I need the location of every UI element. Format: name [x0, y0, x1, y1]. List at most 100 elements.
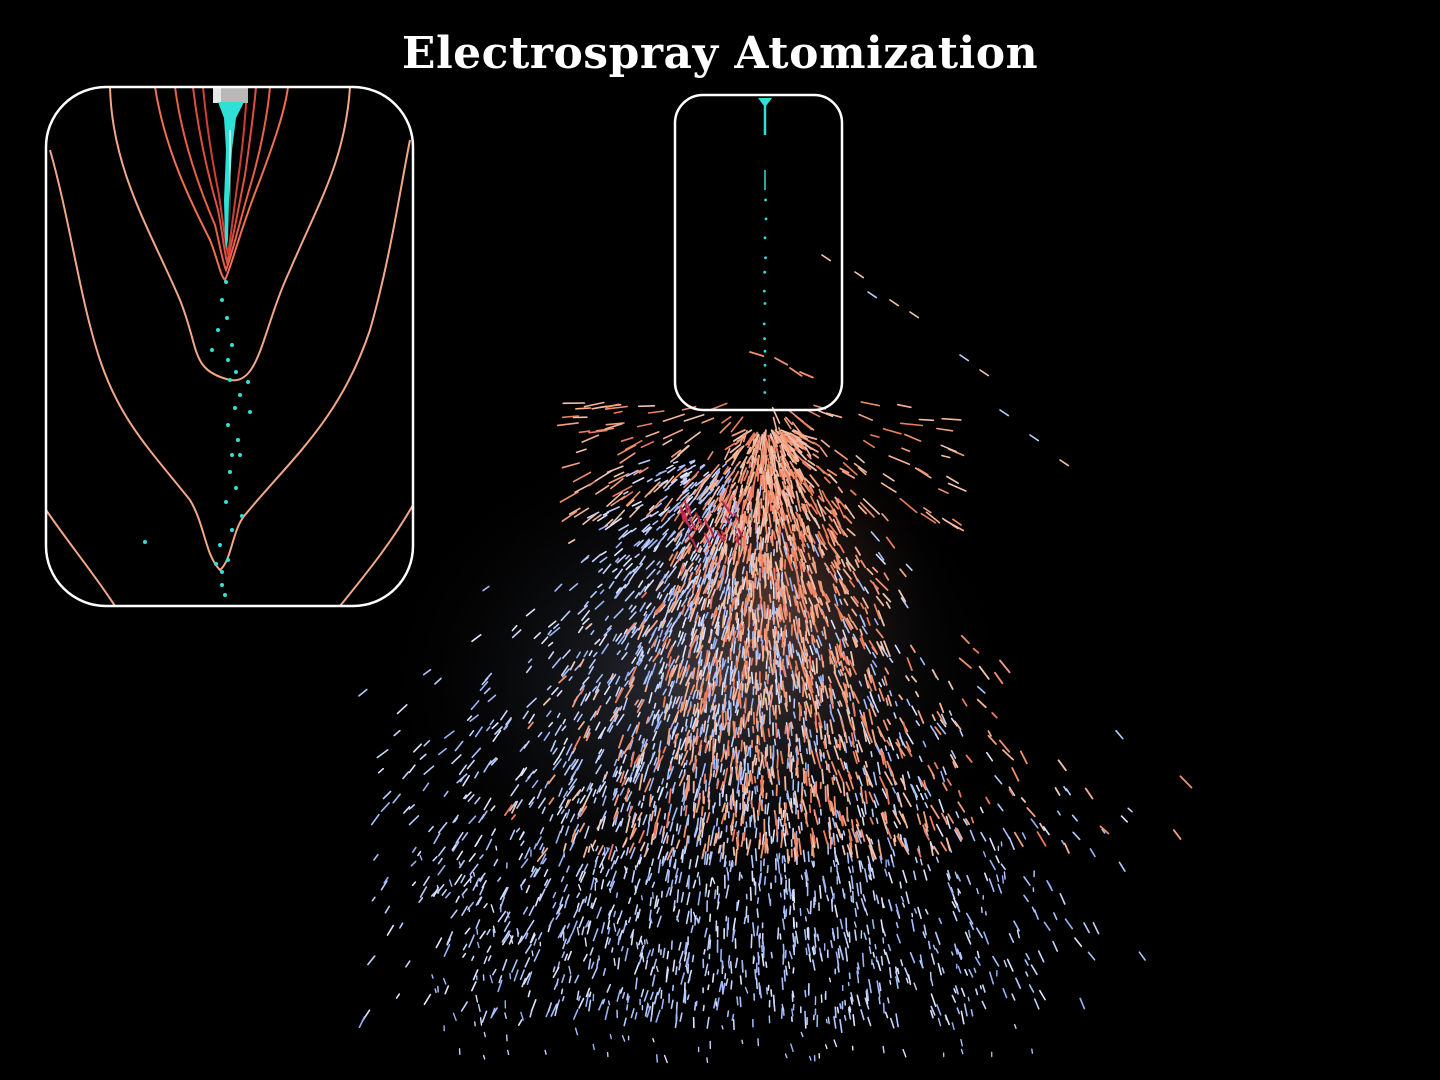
droplet-streak: [687, 835, 690, 844]
droplet-streak: [702, 491, 711, 502]
droplet-streak: [694, 914, 697, 926]
droplet-streak: [679, 472, 688, 478]
droplet-streak: [707, 501, 714, 508]
droplet-streak: [656, 569, 661, 575]
droplet-streak: [843, 616, 852, 631]
droplet-streak: [713, 638, 718, 650]
droplet-streak: [875, 628, 884, 639]
droplet-streak: [715, 657, 718, 667]
droplet-streak: [924, 908, 929, 915]
droplet-streak: [644, 530, 650, 536]
droplet-streak: [592, 868, 596, 876]
droplet-streak: [923, 507, 932, 514]
droplet-streak: [812, 453, 820, 459]
droplet-streak: [785, 629, 788, 638]
droplet-streak: [469, 714, 479, 723]
droplet-streak: [596, 906, 602, 919]
droplet-streak: [748, 471, 755, 487]
droplet-streak: [638, 853, 642, 862]
droplet-streak: [738, 513, 744, 529]
droplet-streak: [845, 557, 851, 566]
droplet-streak: [638, 466, 649, 474]
droplet-streak: [817, 699, 821, 707]
droplet-streak: [617, 935, 621, 946]
droplet-streak: [884, 811, 888, 824]
droplet-streak: [518, 852, 524, 861]
droplet-streak: [797, 781, 800, 793]
droplet-streak: [688, 572, 693, 584]
droplet-streak: [899, 568, 907, 578]
droplet-streak: [568, 778, 574, 786]
droplet-streak: [659, 629, 664, 638]
droplet-streak: [1011, 993, 1016, 1001]
droplet-streak: [712, 802, 716, 809]
inset-droplet: [246, 380, 250, 384]
droplet-streak: [664, 622, 673, 635]
droplet-streak: [761, 645, 765, 662]
droplet-streak: [1118, 861, 1126, 872]
droplet-streak: [636, 658, 642, 666]
droplet-streak: [869, 817, 874, 825]
droplet-streak: [646, 647, 651, 655]
droplet-streak: [826, 749, 831, 760]
droplet-streak: [819, 446, 828, 458]
droplet-streak: [758, 462, 763, 474]
droplet-streak: [519, 931, 528, 943]
droplet-streak: [899, 422, 924, 427]
droplet-streak: [667, 466, 676, 474]
droplet-streak: [866, 730, 873, 743]
droplet-streak: [644, 959, 649, 970]
droplet-streak: [590, 961, 595, 969]
droplet-streak: [844, 504, 856, 519]
droplet-streak: [923, 811, 929, 829]
droplet-streak: [664, 663, 668, 669]
droplet-streak: [987, 734, 997, 745]
droplet-streak: [785, 478, 791, 487]
droplet-streak: [491, 828, 497, 836]
droplet-streak: [976, 888, 979, 895]
droplet-streak: [711, 973, 715, 983]
droplet-streak: [706, 936, 711, 951]
droplet-streak: [935, 823, 944, 837]
droplet-streak: [707, 786, 711, 798]
droplet-streak: [929, 1009, 934, 1019]
droplet-streak: [836, 569, 844, 581]
droplet-streak: [758, 934, 761, 948]
droplet-streak: [835, 586, 841, 596]
droplet-streak: [371, 896, 376, 902]
droplet-streak: [932, 944, 936, 950]
droplet-streak: [479, 681, 489, 692]
droplet-streak: [789, 367, 803, 377]
droplet-streak: [706, 598, 711, 608]
droplet-streak: [655, 603, 665, 615]
droplet-streak: [856, 804, 862, 818]
droplet-streak: [783, 802, 787, 814]
droplet-streak: [653, 822, 657, 834]
droplet-streak: [736, 779, 740, 794]
droplet-streak: [755, 522, 759, 534]
droplet-streak: [699, 681, 705, 693]
droplet-streak: [750, 814, 753, 823]
droplet-streak: [965, 912, 974, 925]
droplet-streak: [788, 435, 800, 448]
droplet-streak: [563, 851, 566, 858]
droplet-streak: [691, 579, 697, 589]
droplet-streak: [377, 767, 385, 774]
droplet-streak: [885, 601, 891, 609]
droplet-streak: [586, 782, 592, 792]
droplet-streak: [716, 997, 720, 1011]
droplet-streak: [757, 532, 760, 540]
droplet-streak: [552, 901, 557, 909]
droplet-streak: [552, 739, 557, 746]
droplet-streak: [847, 613, 853, 623]
droplet-streak: [498, 975, 503, 984]
droplet-streak: [758, 484, 762, 496]
droplet-streak: [706, 584, 711, 595]
droplet-streak: [559, 896, 564, 906]
droplet-streak: [560, 665, 569, 677]
droplet-streak: [895, 903, 900, 917]
droplet-streak: [892, 809, 902, 825]
droplet-streak: [815, 681, 818, 689]
droplet-streak: [568, 582, 579, 592]
droplet-streak: [568, 507, 581, 515]
